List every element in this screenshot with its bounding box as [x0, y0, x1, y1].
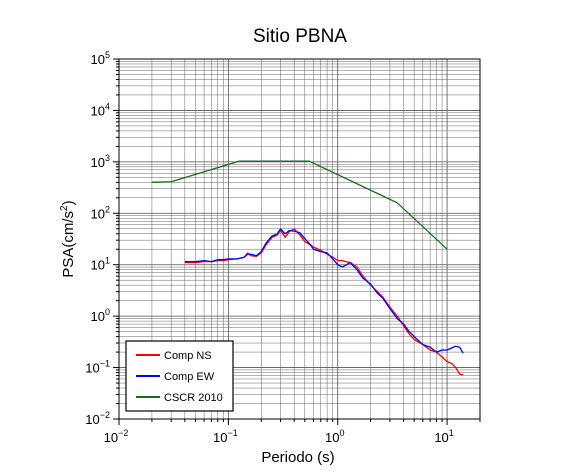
- y-tick-label: 105: [91, 50, 110, 67]
- y-tick-label: 10−2: [85, 410, 110, 427]
- x-tick-label-base: 10: [213, 430, 227, 445]
- series-line-cscr-2010: [151, 160, 448, 250]
- x-tick-label-exponent: 0: [339, 428, 344, 438]
- y-axis-label: PSA(cm/s2): [59, 200, 77, 277]
- y-tick-label-exponent: 1: [105, 256, 110, 266]
- y-tick-label: 10−1: [85, 359, 110, 376]
- y-tick-label: 102: [91, 204, 110, 221]
- y-tick-label-base: 10: [91, 155, 105, 170]
- plot-area-frame: [118, 58, 481, 420]
- chart-title: Sitio PBNA: [253, 26, 347, 47]
- y-tick-label: 100: [91, 307, 110, 324]
- y-tick-label-exponent: 5: [105, 50, 110, 60]
- y-tick-label-base: 10: [91, 103, 105, 118]
- y-tick-label-base: 10: [91, 206, 105, 221]
- y-axis-label-base: PSA(cm/s: [60, 211, 77, 278]
- y-tick-label-exponent: 2: [105, 204, 110, 214]
- legend-label-comp-ew: Comp EW: [164, 371, 215, 383]
- x-tick-label: 101: [434, 428, 453, 445]
- x-tick-label: 10−1: [213, 428, 238, 445]
- y-tick-label: 101: [91, 256, 110, 273]
- y-tick-label-exponent: 4: [105, 101, 110, 111]
- x-tick-label-exponent: 1: [449, 428, 454, 438]
- x-tick-label-base: 10: [434, 430, 448, 445]
- y-tick-label-base: 10: [91, 258, 105, 273]
- y-tick-label-exponent: −1: [100, 359, 110, 369]
- x-tick-label: 100: [325, 428, 344, 445]
- x-axis-label: Periodo (s): [261, 449, 334, 466]
- x-tick-label-base: 10: [325, 430, 339, 445]
- y-tick-label-base: 10: [91, 52, 105, 67]
- x-tick-label: 10−2: [104, 428, 129, 445]
- x-tick-label-exponent: −1: [227, 428, 237, 438]
- legend-label-cscr-2010: CSCR 2010: [164, 392, 223, 404]
- y-tick-label-base: 10: [85, 412, 99, 427]
- y-axis-label-superscript: 2: [59, 205, 70, 211]
- grid: [118, 58, 481, 420]
- x-tick-label-base: 10: [104, 430, 118, 445]
- x-tick-label-exponent: −2: [118, 428, 128, 438]
- y-tick-label: 103: [91, 153, 110, 170]
- y-tick-label-exponent: −2: [100, 410, 110, 420]
- y-tick-label-base: 10: [85, 361, 99, 376]
- y-tick-label-base: 10: [91, 309, 105, 324]
- legend-label-comp-ns: Comp NS: [164, 350, 212, 362]
- y-tick-label-exponent: 3: [105, 153, 110, 163]
- y-tick-label: 104: [91, 101, 110, 118]
- series-layer: [151, 160, 464, 376]
- y-tick-label-exponent: 0: [105, 307, 110, 317]
- y-axis-label-close: ): [60, 200, 77, 205]
- series-line-comp-ew: [184, 228, 464, 354]
- legend: Comp NS Comp EW CSCR 2010: [125, 340, 234, 412]
